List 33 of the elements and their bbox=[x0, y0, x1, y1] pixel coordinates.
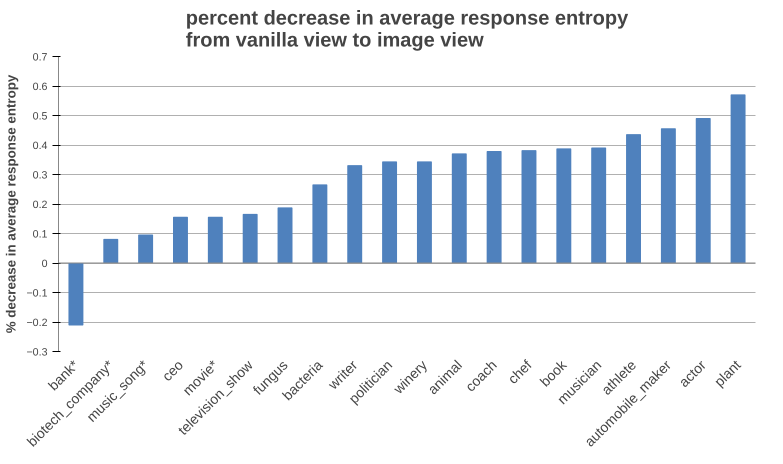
bar bbox=[730, 94, 746, 264]
y-tick-label: 0.3 bbox=[32, 170, 48, 182]
bar bbox=[660, 128, 676, 264]
bar bbox=[312, 184, 328, 264]
y-tick-label: −0.3 bbox=[26, 346, 48, 358]
bar bbox=[138, 234, 154, 264]
bar bbox=[103, 238, 118, 264]
y-tick-label: 0.2 bbox=[32, 199, 48, 211]
bar bbox=[173, 216, 188, 264]
bar bbox=[626, 134, 641, 264]
y-tick-label: −0.2 bbox=[26, 317, 48, 329]
bar bbox=[556, 148, 572, 264]
bar bbox=[486, 150, 502, 264]
y-tick-label: 0 bbox=[42, 258, 48, 270]
bar bbox=[347, 165, 362, 264]
bar bbox=[382, 161, 398, 264]
y-axis-title: % decrease in average response entropy bbox=[3, 74, 18, 334]
bar bbox=[591, 147, 606, 264]
bar bbox=[208, 216, 223, 264]
bar bbox=[452, 153, 467, 264]
y-tick-label: 0.4 bbox=[32, 140, 48, 152]
bar bbox=[278, 207, 292, 264]
bar bbox=[416, 161, 432, 264]
y-tick-label: 0.6 bbox=[32, 81, 48, 93]
y-tick-label: 0.5 bbox=[32, 110, 48, 122]
y-tick-label: 0.7 bbox=[32, 52, 48, 64]
bar bbox=[696, 118, 711, 264]
y-tick-label: −0.1 bbox=[26, 288, 48, 300]
bar bbox=[522, 150, 536, 264]
bar bbox=[242, 214, 258, 264]
chart-title: percent decrease in average response entropy from vanilla view to image view bbox=[186, 8, 630, 52]
y-tick-label: 0.1 bbox=[32, 228, 48, 240]
bar bbox=[68, 262, 84, 326]
